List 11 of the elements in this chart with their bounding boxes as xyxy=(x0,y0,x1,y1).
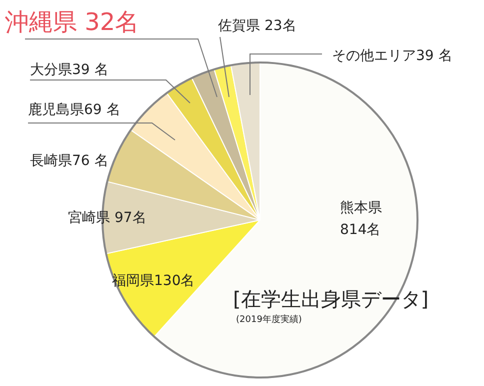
slice-label: 長崎県76 名 xyxy=(30,153,108,169)
slice-label: その他エリア39 名 xyxy=(332,48,452,64)
slice-label: 宮崎県 97名 xyxy=(68,210,146,226)
data-label: 814名 xyxy=(340,222,381,238)
text: (2019年度実績) xyxy=(236,314,302,325)
slice-label: 大分県39 名 xyxy=(30,62,108,78)
text: [在学生出身県データ] xyxy=(233,287,429,311)
slice-label: 熊本県 xyxy=(340,200,382,216)
slice-label: 鹿児島県69 名 xyxy=(28,102,120,118)
slice-label: 沖縄県 32名 xyxy=(5,8,140,36)
slice-label: 佐賀県 23名 xyxy=(218,18,296,34)
